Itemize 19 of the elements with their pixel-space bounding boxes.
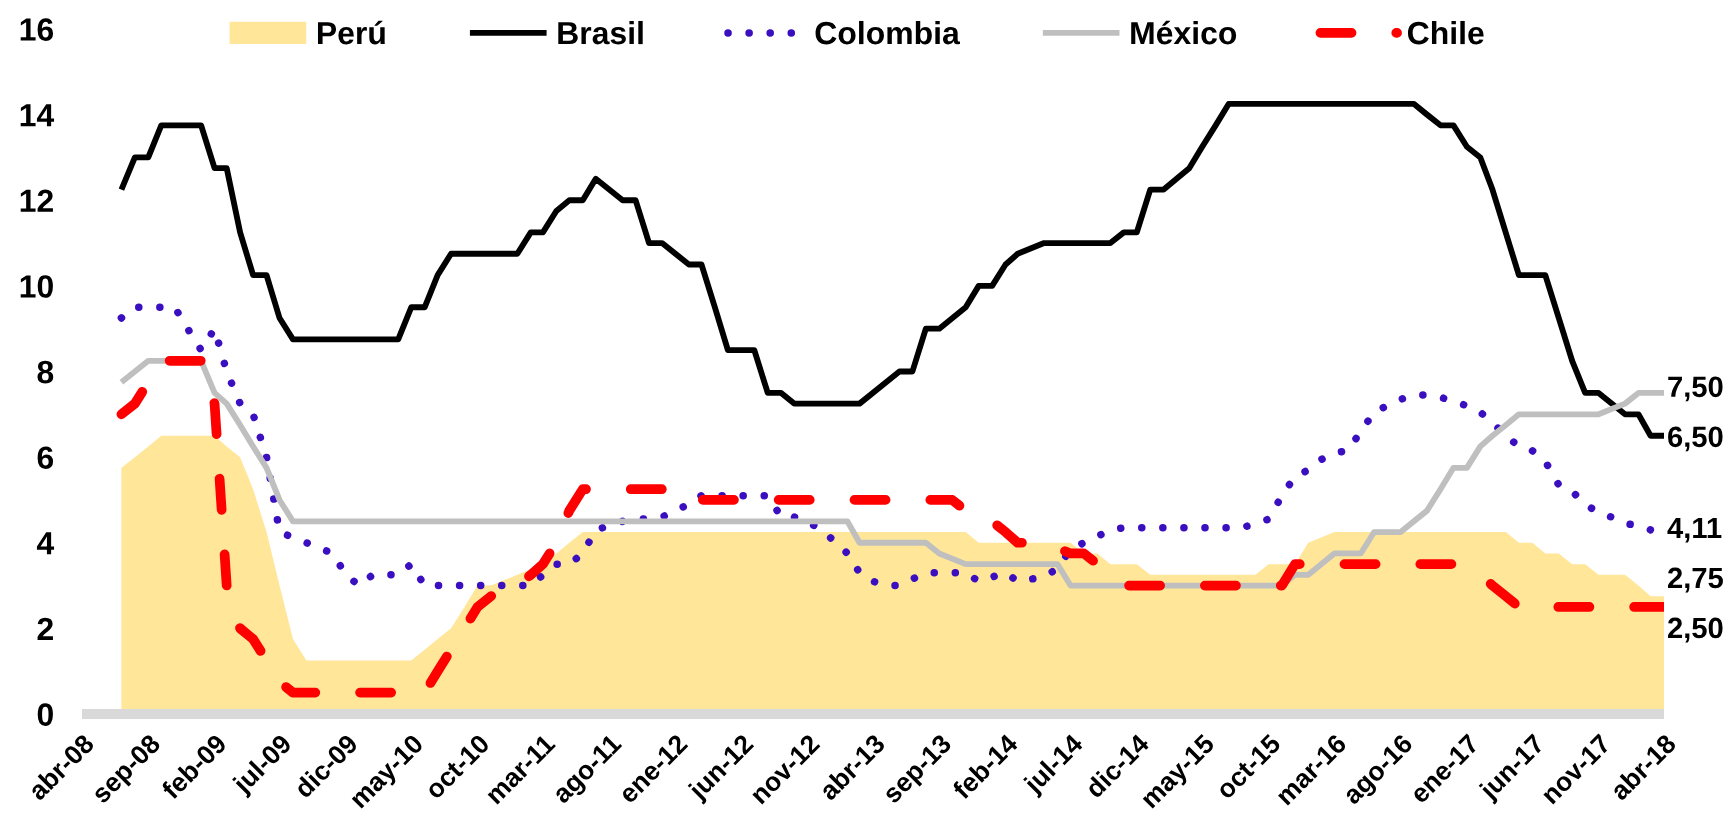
y-tick-label: 14 [20, 104, 55, 127]
annotation: 2,50 [1668, 617, 1723, 643]
annotation: 7,50 [1668, 376, 1723, 402]
y-tick-label: 0 [37, 703, 53, 726]
annotation: 2,75 [1668, 567, 1723, 593]
legend-label: Brasil [558, 20, 643, 45]
y-tick-label: 4 [36, 532, 55, 555]
legend-label: Perú [317, 20, 385, 45]
y-tick-label: 12 [20, 189, 53, 212]
y-tick-label: 2 [37, 617, 53, 640]
y-tick-label: 6 [37, 446, 54, 470]
legend-label: Chile [1407, 20, 1484, 45]
legend-label: Colombia [815, 20, 960, 45]
y-tick-label: 8 [37, 360, 54, 384]
y-tick-label: 10 [20, 275, 53, 298]
annotation: 6,50 [1668, 426, 1723, 452]
legend-label: México [1131, 20, 1237, 45]
annotation: 4,11 [1667, 517, 1722, 543]
y-tick-label: 16 [20, 18, 54, 41]
